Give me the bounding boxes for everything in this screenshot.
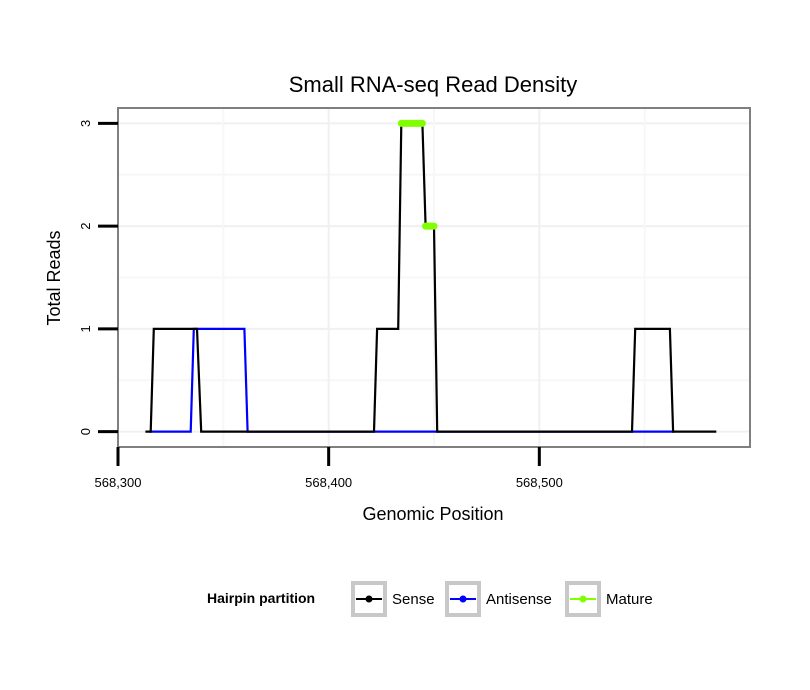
- axes: 0 1 2 3 568,300 568,400 568,500: [78, 120, 563, 490]
- x-tick-label: 568,300: [95, 475, 142, 490]
- legend-label: Mature: [606, 591, 653, 608]
- legend-key-point: [579, 595, 587, 603]
- legend-key-point: [459, 595, 467, 603]
- legend-title: Hairpin partition: [207, 590, 315, 606]
- x-tick-label: 568,500: [516, 475, 563, 490]
- plot-panel-border: [117, 107, 751, 448]
- legend-label: Antisense: [486, 591, 552, 608]
- x-axis-title: Genomic Position: [362, 504, 503, 524]
- chart-title: Small RNA-seq Read Density: [289, 72, 578, 97]
- x-tick-label: 568,400: [305, 475, 352, 490]
- y-tick-label: 3: [78, 120, 93, 127]
- y-axis-title: Total Reads: [44, 230, 64, 325]
- legend-key-point: [365, 595, 373, 603]
- series-layer: [145, 119, 717, 433]
- y-tick-label: 2: [78, 223, 93, 230]
- legend-entries: Sense Antisense Mature: [351, 581, 653, 617]
- y-tick-label: 0: [78, 428, 93, 435]
- y-tick-label: 1: [78, 325, 93, 332]
- legend: Hairpin partition Sense Antisense Mature: [207, 581, 653, 617]
- legend-label: Sense: [392, 591, 435, 608]
